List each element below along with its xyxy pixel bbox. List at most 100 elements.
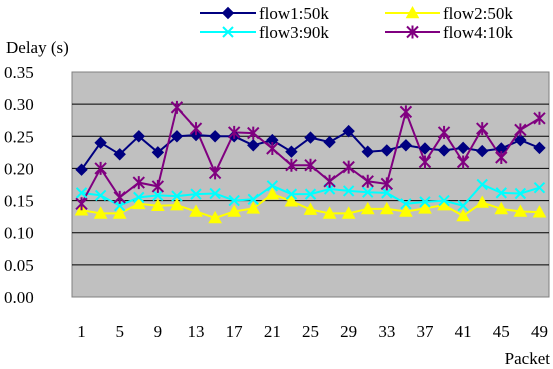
x-tick-label: 45 bbox=[493, 322, 510, 341]
x-tick-label: 1 bbox=[77, 322, 86, 341]
data-point bbox=[494, 201, 509, 215]
data-point bbox=[285, 145, 298, 158]
y-tick-label: 0.25 bbox=[4, 127, 34, 146]
y-tick-label: 0.05 bbox=[4, 256, 34, 275]
data-point bbox=[456, 141, 470, 155]
data-point bbox=[514, 123, 527, 137]
data-point bbox=[94, 161, 107, 175]
data-point bbox=[151, 179, 165, 193]
data-point bbox=[419, 196, 431, 208]
x-tick-label: 21 bbox=[264, 322, 281, 341]
data-point bbox=[342, 185, 355, 197]
data-point bbox=[400, 198, 412, 210]
data-point bbox=[342, 124, 355, 138]
data-point bbox=[151, 198, 165, 212]
data-point bbox=[304, 131, 317, 144]
data-point bbox=[133, 191, 145, 204]
data-point bbox=[514, 187, 527, 200]
data-point bbox=[380, 144, 394, 157]
legend-marker-2 bbox=[405, 5, 420, 19]
data-point bbox=[132, 130, 145, 143]
y-tick-label: 0.15 bbox=[4, 192, 34, 211]
data-point bbox=[438, 194, 450, 207]
data-point bbox=[75, 197, 88, 211]
data-point bbox=[170, 100, 184, 114]
x-tick-label: 37 bbox=[416, 322, 434, 341]
data-point bbox=[189, 122, 203, 136]
data-point bbox=[532, 205, 547, 218]
y-tick-label: 0.30 bbox=[4, 95, 34, 114]
data-point bbox=[113, 200, 126, 212]
data-point bbox=[285, 158, 298, 172]
data-point bbox=[209, 187, 221, 200]
y-tick-label: 0.00 bbox=[4, 288, 34, 307]
x-tick-label: 41 bbox=[455, 322, 472, 341]
data-point bbox=[189, 204, 203, 217]
data-point bbox=[380, 177, 394, 191]
x-tick-label: 9 bbox=[154, 322, 163, 341]
data-point bbox=[247, 139, 260, 152]
x-tick-label: 13 bbox=[188, 322, 205, 341]
data-point bbox=[456, 208, 470, 222]
data-point bbox=[170, 198, 184, 211]
data-point bbox=[152, 189, 164, 202]
data-point bbox=[228, 194, 240, 207]
data-point bbox=[399, 139, 413, 152]
x-axis-title: Packet bbox=[505, 349, 551, 368]
data-point bbox=[533, 141, 546, 155]
data-point bbox=[304, 188, 317, 200]
data-point bbox=[361, 145, 374, 158]
legend: flow1:50k flow2:50k flow3:90k flow4:10k bbox=[200, 4, 513, 42]
data-point bbox=[495, 187, 508, 199]
data-point bbox=[247, 193, 259, 205]
data-point bbox=[303, 202, 318, 215]
data-point bbox=[190, 188, 202, 200]
legend-label-1: flow1:50k bbox=[259, 4, 329, 23]
legend-label-3: flow3:90k bbox=[259, 23, 329, 42]
data-point bbox=[132, 176, 145, 190]
data-point bbox=[322, 206, 337, 219]
data-point bbox=[75, 187, 88, 199]
data-point bbox=[208, 210, 222, 224]
y-tick-label: 0.10 bbox=[4, 224, 34, 243]
data-point bbox=[457, 200, 469, 212]
data-point bbox=[361, 174, 374, 188]
data-point bbox=[227, 125, 241, 139]
data-point bbox=[247, 126, 260, 140]
data-point bbox=[151, 146, 165, 159]
data-point bbox=[113, 190, 126, 204]
data-point bbox=[476, 178, 488, 191]
data-point bbox=[341, 206, 356, 219]
legend-label-4: flow4:10k bbox=[443, 23, 513, 42]
data-point bbox=[476, 144, 489, 158]
data-point bbox=[360, 201, 375, 215]
data-point bbox=[418, 201, 432, 214]
data-point bbox=[304, 158, 317, 172]
y-tick-label: 0.35 bbox=[4, 63, 34, 82]
data-point bbox=[246, 201, 261, 214]
data-point bbox=[266, 180, 279, 192]
x-axis-ticks: 1 5 9 13 17 21 25 29 33 37 41 45 49 bbox=[77, 322, 548, 341]
x-tick-label: 33 bbox=[378, 322, 395, 341]
y-axis-title: Delay (s) bbox=[6, 38, 69, 57]
y-axis-ticks: 0.00 0.05 0.10 0.15 0.20 0.25 0.30 0.35 bbox=[4, 63, 34, 307]
data-point bbox=[399, 204, 413, 217]
data-point bbox=[131, 196, 146, 210]
data-point bbox=[284, 194, 299, 207]
data-point bbox=[170, 130, 184, 143]
data-point bbox=[323, 135, 336, 149]
series-markers bbox=[74, 100, 547, 224]
data-point bbox=[94, 189, 107, 202]
x-tick-label: 17 bbox=[226, 322, 244, 341]
data-point bbox=[113, 148, 126, 161]
data-point bbox=[171, 190, 183, 202]
data-point bbox=[94, 136, 107, 149]
data-point bbox=[456, 155, 470, 169]
data-point bbox=[227, 204, 242, 217]
legend-marker-3 bbox=[222, 26, 234, 38]
data-point bbox=[437, 144, 451, 157]
legend-marker-4 bbox=[406, 25, 419, 39]
data-point bbox=[342, 160, 355, 174]
data-point bbox=[513, 204, 528, 217]
